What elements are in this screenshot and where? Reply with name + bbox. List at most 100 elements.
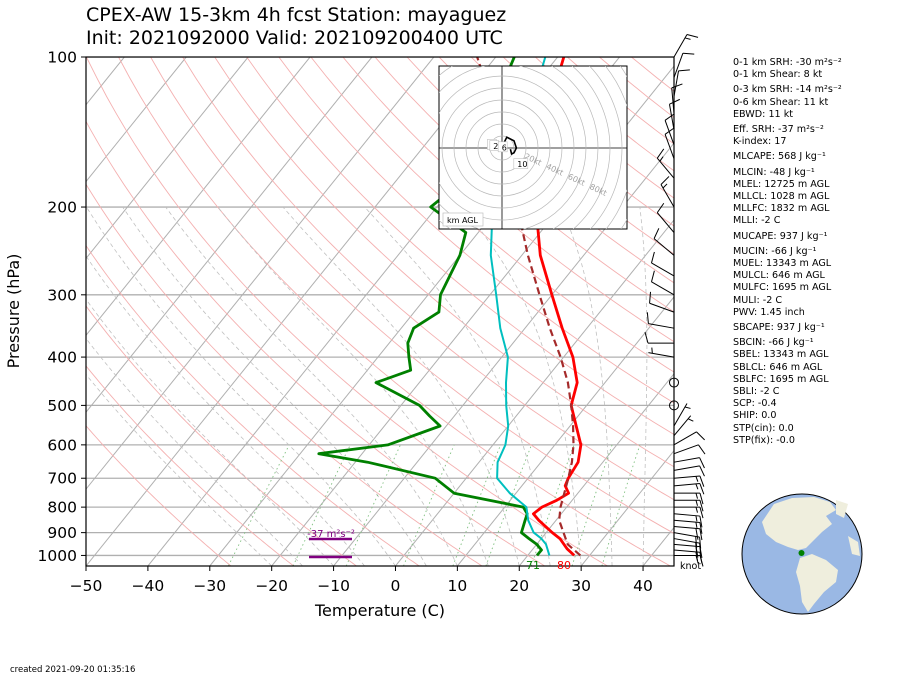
parameter-line: SCP: -0.4 xyxy=(733,398,777,410)
parameter-line: 0-3 km SRH: -14 m²s⁻² xyxy=(733,84,842,96)
wind-barb xyxy=(673,33,699,58)
y-tick-label: 400 xyxy=(47,349,77,367)
parameter-line: MUEL: 13343 m AGL xyxy=(733,258,832,270)
wind-barb xyxy=(673,483,705,495)
globe-land xyxy=(762,497,860,612)
parameter-line: MLCIN: -48 J kg⁻¹ xyxy=(733,166,815,178)
isotherm-line xyxy=(456,296,674,566)
wind-barb xyxy=(673,465,705,477)
y-tick-label: 1000 xyxy=(38,547,77,565)
moist-adiabat xyxy=(639,206,648,566)
moist-adiabat xyxy=(122,206,427,566)
wind-barb xyxy=(646,312,675,329)
x-axis-label: Temperature (C) xyxy=(314,601,445,620)
parameter-line: 0-6 km Shear: 11 kt xyxy=(733,96,829,108)
isotherm-line xyxy=(86,57,311,337)
moist-adiabat xyxy=(462,206,582,566)
parameter-line: MLEL: 12725 m AGL xyxy=(733,178,830,190)
y-tick-label: 100 xyxy=(47,49,77,67)
y-tick-label: 800 xyxy=(47,499,77,517)
annotations: 71 80 -37 m²s⁻² xyxy=(307,529,571,572)
x-tick-label: 40 xyxy=(633,577,653,595)
wind-barb xyxy=(653,228,675,256)
parameter-line: MUCAPE: 937 J kg⁻¹ xyxy=(733,230,828,242)
parameter-line: PWV: 1.45 inch xyxy=(733,306,805,318)
moist-adiabat xyxy=(560,206,613,566)
chart-title-line2: Init: 2021092000 Valid: 202109200400 UTC xyxy=(86,27,503,49)
wind-barb xyxy=(664,127,675,159)
dry-adiabat xyxy=(214,57,674,468)
hodograph-ring xyxy=(571,66,611,229)
hodograph-ring xyxy=(439,75,575,221)
moist-adiabat xyxy=(282,206,520,566)
mixing-ratio-line xyxy=(530,444,575,566)
plot-frame xyxy=(85,56,675,567)
parameter-line: EBWD: 11 kt xyxy=(733,108,794,120)
axis-ticks: −50 −40 −30 −20 −10 0 10 20 30 40 100 200 300 400 500 6… xyxy=(38,49,653,596)
dry-adiabat xyxy=(86,244,420,566)
dry-adiabat xyxy=(86,425,232,566)
station-marker xyxy=(798,550,805,556)
wind-barb xyxy=(674,499,704,512)
dry-adiabat xyxy=(374,57,674,313)
mixing-ratio-line xyxy=(571,444,613,566)
parameter-line: MULCL: 646 m AGL xyxy=(733,270,825,282)
x-tick-label: 30 xyxy=(571,577,591,595)
isotherm-line xyxy=(518,372,674,566)
dry-adiabat xyxy=(278,57,674,404)
wind-barb xyxy=(673,513,703,528)
x-tick-label: 0 xyxy=(391,577,401,595)
parameter-line: MLLCL: 1028 m AGL xyxy=(733,191,830,203)
dry-adiabat xyxy=(86,365,294,566)
x-tick-label: −30 xyxy=(193,577,226,595)
parameter-line: STP(cin): 0.0 xyxy=(733,422,794,434)
dry-adiabat xyxy=(310,57,674,373)
parcel-line xyxy=(476,57,582,557)
wind-unit-label: knot xyxy=(680,561,701,572)
moist-adiabat xyxy=(217,206,489,566)
dry-adiabat xyxy=(246,57,674,436)
hodograph-unit-label: km AGL xyxy=(447,216,479,225)
hodograph-ring xyxy=(589,66,623,229)
wind-barb xyxy=(664,113,675,145)
hodograph-height-box xyxy=(497,141,508,153)
created-timestamp: created 2021-09-20 01:35:16 xyxy=(10,665,136,675)
moist-adiabat xyxy=(364,206,551,566)
isotherm-line xyxy=(580,449,674,566)
y-tick-label: 700 xyxy=(47,470,77,488)
hodograph-ring xyxy=(439,66,587,229)
hodograph-height-label: 6 xyxy=(502,143,507,152)
isotherm-line xyxy=(86,57,435,490)
wind-barb xyxy=(650,270,675,296)
hodograph-ring xyxy=(441,87,563,209)
wind-barb xyxy=(673,431,705,446)
moist-adiabat xyxy=(86,206,396,566)
wind-barb xyxy=(668,98,681,130)
effective-srh-label: -37 m²s⁻² xyxy=(307,529,355,540)
parameter-line: MUCIN: -66 J kg⁻¹ xyxy=(733,245,817,257)
y-tick-label: 300 xyxy=(47,286,77,304)
dry-adiabat xyxy=(86,183,483,566)
parameter-line: MULI: -2 C xyxy=(733,294,783,306)
parameter-line: STP(fix): -0.0 xyxy=(733,434,795,446)
parameter-line: MLCAPE: 568 J kg⁻¹ xyxy=(733,151,826,163)
parameter-line: SHIP: 0.0 xyxy=(733,410,777,422)
wind-barb xyxy=(673,444,706,455)
wind-barb xyxy=(648,347,675,358)
mixing-ratio-line xyxy=(601,444,641,566)
hodograph-ring xyxy=(477,123,527,173)
wind-barb xyxy=(673,475,705,487)
wind-barb xyxy=(673,538,702,555)
moist-adiabat xyxy=(86,373,272,566)
hodograph-unit-box xyxy=(442,212,484,227)
wind-barb xyxy=(673,403,691,427)
x-tick-label: 10 xyxy=(448,577,468,595)
y-tick-label: 600 xyxy=(47,436,77,454)
hodograph: 20kt40kt60kt80kt12610km AGL xyxy=(438,65,628,230)
parameter-line: K-index: 17 xyxy=(733,136,787,148)
parameter-line: SBCIN: -66 J kg⁻¹ xyxy=(733,337,814,349)
wind-barb xyxy=(673,457,705,469)
parameter-line: SBEL: 13343 m AGL xyxy=(733,349,829,361)
mixing-ratio-line xyxy=(403,444,455,566)
